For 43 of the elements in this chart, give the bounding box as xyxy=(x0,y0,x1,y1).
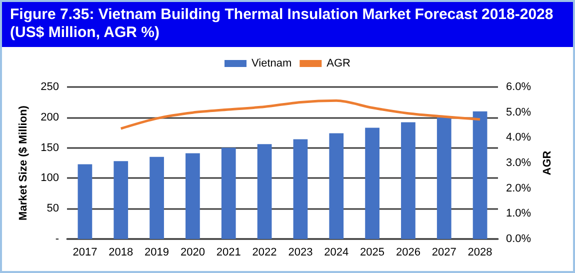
bar xyxy=(78,164,92,239)
x-tick-label: 2026 xyxy=(396,246,420,258)
bar xyxy=(150,156,164,239)
x-tick-label: 2019 xyxy=(144,246,170,258)
bar xyxy=(401,122,416,239)
x-tick-label: 2024 xyxy=(324,246,349,258)
legend-label: Vietnam xyxy=(252,58,292,70)
y2-tick-label: 6.0% xyxy=(506,81,532,93)
x-tick-label: 2022 xyxy=(252,246,277,258)
x-tick-label: 2020 xyxy=(180,246,205,258)
bar xyxy=(114,161,128,239)
bar xyxy=(221,148,236,239)
y-tick-label: 100 xyxy=(40,172,59,184)
y2-tick-label: 0.0% xyxy=(506,233,532,245)
x-tick-label: 2017 xyxy=(72,246,98,258)
bar xyxy=(472,111,488,239)
y-tick-label: 50 xyxy=(46,202,59,215)
x-tick-label: 2023 xyxy=(288,246,313,258)
y2-tick-label: 2.0% xyxy=(506,182,532,194)
y-tick-label: 200 xyxy=(40,111,59,124)
line-series xyxy=(120,99,482,130)
y-tick-label: - xyxy=(55,233,60,245)
y2-tick-label: 1.0% xyxy=(506,208,532,220)
y2-tick-label: 4.0% xyxy=(506,132,532,144)
bar xyxy=(436,117,452,239)
bar xyxy=(186,153,200,239)
y2-tick-label: 5.0% xyxy=(506,106,532,118)
bar xyxy=(329,133,344,239)
chart-title: Figure 7.35: Vietnam Building Thermal Insulation Market Forecast 2018-2028 (US$ Million, AGR %) xyxy=(2,2,573,47)
x-tick-label: 2027 xyxy=(432,246,456,258)
x-tick-label: 2021 xyxy=(216,246,241,258)
bar xyxy=(365,128,380,239)
y2-tick-label: 3.0% xyxy=(506,157,532,169)
bar xyxy=(257,144,272,239)
y2-axis-title: AGR xyxy=(541,150,554,176)
x-tick-label: 2018 xyxy=(108,246,134,258)
x-tick-label: 2025 xyxy=(360,246,385,258)
legend-label: AGR xyxy=(326,58,351,70)
y-tick-label: 250 xyxy=(40,81,59,93)
y-tick-label: 150 xyxy=(40,142,59,154)
x-tick-label: 2028 xyxy=(468,246,492,258)
bar xyxy=(293,139,308,239)
y-axis-title: Market Size ($ Million) xyxy=(18,105,30,220)
